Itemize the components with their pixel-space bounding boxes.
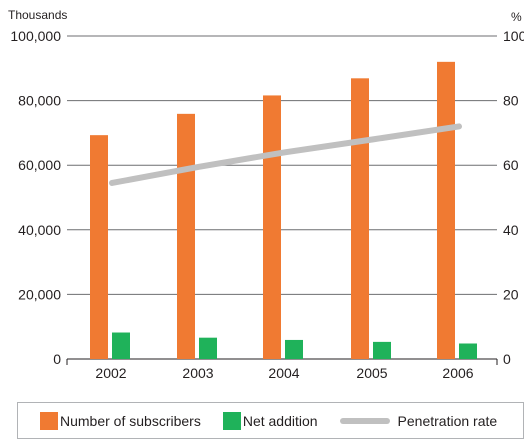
- penetration-line: [109, 123, 462, 186]
- bar-net-addition: [459, 343, 477, 359]
- legend-label-subscribers: Number of subscribers: [60, 412, 201, 429]
- left-axis-unit-label: Thousands: [8, 8, 67, 22]
- legend-swatch-subscribers: [40, 411, 58, 430]
- x-tick-label: 2006: [442, 365, 473, 381]
- line-penetration-rate: [109, 123, 462, 186]
- bar-net-addition: [112, 332, 130, 359]
- right-tick-label: 80: [503, 93, 519, 109]
- right-axis-ticks: 0 20 40 60 80 100: [503, 28, 524, 367]
- point-penetration-rate: [458, 125, 460, 127]
- bar-net-addition: [199, 337, 217, 359]
- left-tick-label: 60,000: [18, 157, 61, 173]
- x-tick-label: 2002: [95, 365, 126, 381]
- left-tick-label: 0: [53, 351, 61, 367]
- x-tick-label: 2003: [182, 365, 213, 381]
- legend-label-penetration-rate: Penetration rate: [397, 412, 498, 429]
- bar-subscribers: [437, 61, 455, 360]
- bar-subscribers: [263, 95, 281, 359]
- legend-label-net-addition: Net addition: [242, 412, 318, 429]
- point-penetration-rate: [198, 166, 200, 168]
- right-tick-label: 20: [503, 286, 519, 302]
- bar-subscribers: [90, 135, 108, 359]
- legend: Number of subscribers Net addition Penet…: [17, 402, 524, 439]
- bar-subscribers: [177, 113, 195, 359]
- left-tick-label: 40,000: [18, 222, 61, 238]
- x-tick-label: 2005: [356, 365, 387, 381]
- left-axis-ticks: 0 20,000 40,000 60,000 80,000 100,000: [10, 28, 61, 367]
- point-penetration-rate: [111, 182, 113, 184]
- legend-swatch-net-addition: [222, 411, 241, 430]
- left-tick-label: 20,000: [18, 286, 61, 302]
- right-tick-label: 0: [503, 351, 511, 367]
- x-tick-label: 2004: [268, 365, 299, 381]
- point-penetration-rate: [372, 138, 374, 140]
- left-tick-label: 100,000: [10, 28, 61, 44]
- right-axis-unit-label: %: [511, 10, 522, 24]
- chart: Thousands % 0 20,000 40,000 60,000 80,000 100…: [8, 8, 524, 381]
- right-tick-label: 40: [503, 222, 519, 238]
- legend-item-subscribers: Number of subscribers: [40, 411, 201, 430]
- bar-net-addition: [373, 341, 391, 359]
- legend-item-net-addition: Net addition: [222, 411, 318, 430]
- point-penetration-rate: [284, 151, 286, 153]
- x-axis-ticks: 2002 2003 2004 2005 2006: [95, 365, 473, 381]
- bar-subscribers: [351, 78, 369, 360]
- legend-item-penetration-rate: Penetration rate: [339, 412, 498, 429]
- gridlines: [66, 35, 498, 365]
- bars: [90, 61, 477, 360]
- legend-swatch-penetration-rate: [339, 417, 390, 424]
- right-tick-label: 100: [503, 28, 524, 44]
- left-tick-label: 80,000: [18, 93, 61, 109]
- bar-net-addition: [285, 339, 303, 359]
- right-tick-label: 60: [503, 157, 519, 173]
